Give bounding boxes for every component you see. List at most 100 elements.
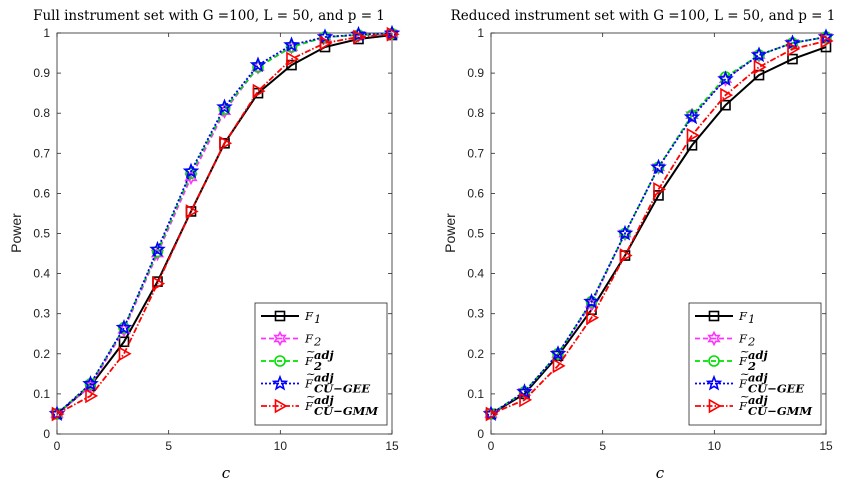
marker-star [182, 162, 200, 179]
data-point [283, 36, 300, 53]
legend-subscript: CU−GMM [314, 404, 379, 418]
marker-triangle [319, 35, 333, 51]
legend-label: F [738, 309, 748, 323]
legend-label: F [738, 332, 748, 346]
data-point [286, 51, 300, 67]
marker-circle [185, 167, 197, 180]
data-point [517, 384, 532, 400]
series-5 [51, 26, 400, 422]
data-point [51, 406, 65, 422]
marker-triangle [485, 406, 499, 422]
y-axis-label: Power [8, 213, 24, 253]
x-tick-label: 10 [274, 439, 288, 453]
marker-triangle [85, 388, 99, 404]
data-point [185, 167, 197, 180]
marker-star [549, 345, 567, 361]
series-5 [485, 33, 834, 422]
legend-superscript: adj [314, 371, 334, 385]
data-point [717, 70, 734, 87]
data-point [685, 107, 699, 123]
marker-triangle [286, 51, 300, 67]
legend-superscript: adj [748, 371, 768, 385]
legend-subscript: 1 [314, 312, 321, 326]
x-tick-label: 10 [708, 439, 722, 453]
marker-star [283, 36, 300, 53]
legend-subscript: 2 [313, 335, 321, 349]
y-tick-label: 0.6 [467, 186, 484, 200]
marker-star [115, 319, 133, 335]
data-point [516, 383, 533, 399]
legend-tilde: ~ [306, 367, 316, 381]
data-point [750, 46, 768, 63]
legend-label: F [738, 354, 748, 368]
data-point [318, 29, 332, 45]
data-point [583, 292, 600, 309]
marker-triangle [586, 310, 600, 326]
marker-star [249, 56, 267, 73]
marker-square [686, 139, 698, 151]
data-point [185, 204, 199, 219]
y-tick-label: 0.9 [33, 66, 50, 80]
legend-superscript: adj [748, 393, 768, 407]
marker-square [708, 310, 720, 322]
data-point [686, 127, 700, 143]
legend-label: F [738, 377, 748, 391]
legend-tilde: ~ [740, 344, 750, 358]
marker-star [516, 383, 533, 399]
y-tick-label: 0.8 [467, 106, 484, 120]
series-line [56, 32, 393, 415]
marker-square [720, 99, 731, 111]
marker-star [616, 224, 634, 241]
marker-hexagram [685, 107, 699, 123]
legend-label: F [304, 354, 314, 368]
data-point [85, 388, 99, 404]
marker-circle [708, 355, 720, 367]
y-tick-label: 0.4 [33, 267, 50, 281]
y-tick-label: 0.5 [467, 227, 484, 241]
marker-star [149, 240, 166, 257]
legend-label: F [304, 309, 314, 323]
y-tick-label: 0.8 [33, 106, 50, 120]
marker-hexagram [707, 330, 721, 347]
data-point [616, 224, 634, 241]
panel-full-instrument-set: Full instrument set with G =100, L = 50,… [8, 8, 401, 482]
marker-star [683, 108, 701, 125]
marker-hexagram [618, 225, 632, 242]
data-point [619, 248, 633, 263]
y-tick-label: 0.7 [467, 146, 484, 160]
data-point [787, 53, 798, 65]
y-tick-label: 0.4 [467, 267, 484, 281]
marker-circle [252, 61, 264, 73]
marker-triangle [118, 346, 132, 362]
series-line [490, 36, 827, 415]
data-point [683, 108, 701, 125]
data-point [151, 245, 164, 258]
legend-superscript: adj [314, 348, 334, 362]
data-point [720, 99, 731, 111]
marker-star [82, 375, 99, 391]
y-tick-label: 0.3 [33, 307, 50, 321]
y-tick-label: 0 [477, 427, 484, 441]
panel-title: Reduced instrument set with G =100, L = … [451, 8, 836, 24]
data-point [115, 319, 133, 335]
legend-tilde: ~ [740, 389, 750, 403]
data-point [485, 406, 499, 422]
marker-triangle [552, 358, 566, 374]
legend-subscript: CU−GEE [748, 382, 804, 396]
legend-subscript: CU−GMM [748, 404, 813, 418]
legend-subscript: 2 [747, 359, 756, 373]
legend-subscript: CU−GEE [314, 382, 370, 396]
series-line [490, 46, 827, 415]
marker-star [216, 98, 233, 115]
data-point [651, 159, 666, 176]
y-tick-label: 1 [477, 26, 484, 40]
data-point [551, 346, 565, 362]
